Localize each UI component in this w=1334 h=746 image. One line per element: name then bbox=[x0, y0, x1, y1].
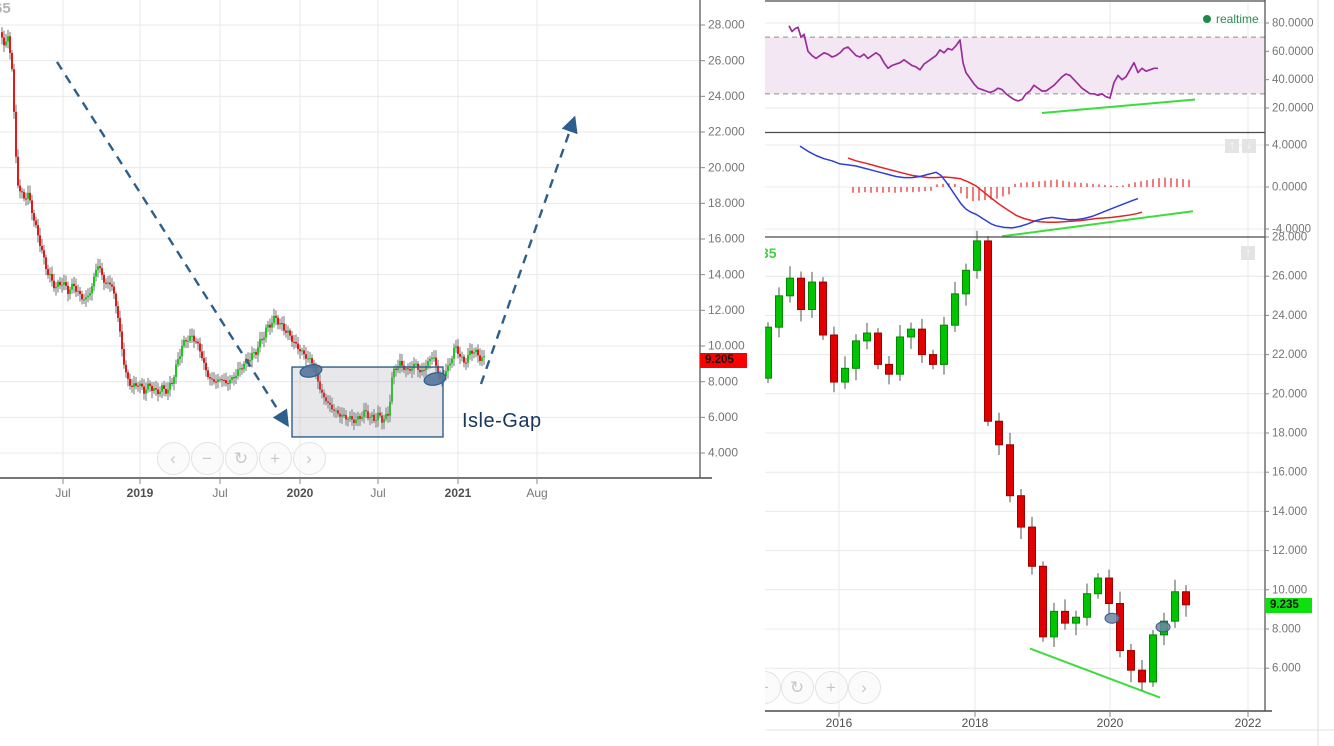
svg-text:2019: 2019 bbox=[127, 486, 154, 500]
annotations bbox=[55, 61, 578, 438]
svg-text:0.0000: 0.0000 bbox=[1272, 182, 1307, 194]
monthly-candles bbox=[765, 230, 1190, 691]
monthly-chart-panel: 80.0000 60.0000 40.0000 20.0000 4.0000 0.0000… bbox=[765, 0, 1334, 746]
move-panel-down-button[interactable]: ↓ bbox=[1242, 139, 1256, 153]
daily-candles bbox=[1, 27, 485, 431]
descending-trendline bbox=[1029, 647, 1161, 699]
macd-trendline bbox=[1001, 210, 1194, 238]
svg-text:18.000: 18.000 bbox=[708, 196, 745, 210]
svg-text:2018: 2018 bbox=[962, 716, 989, 730]
support-trendline bbox=[1041, 98, 1196, 114]
uptrend-arrow bbox=[479, 115, 578, 385]
monthly-chart-plot[interactable]: 80.0000 60.0000 40.0000 20.0000 4.0000 0.0000… bbox=[765, 0, 1334, 746]
svg-text:8.000: 8.000 bbox=[708, 374, 738, 388]
realtime-label: realtime bbox=[1216, 12, 1259, 26]
svg-text:10.000: 10.000 bbox=[708, 339, 745, 353]
x-axis-labels: Jul 2019 Jul 2020 Jul 2021 Aug bbox=[55, 478, 548, 500]
gap-marker-ellipse bbox=[1104, 612, 1120, 624]
last-price-tag: 9.205 bbox=[700, 353, 747, 368]
svg-text:2020: 2020 bbox=[287, 486, 314, 500]
daily-chart-plot[interactable]: 28.000 26.000 24.000 22.000 20.000 18.000 16.0… bbox=[0, 0, 752, 505]
realtime-badge: realtime bbox=[1203, 12, 1259, 26]
svg-text:24.000: 24.000 bbox=[1272, 310, 1307, 322]
reset-view-button[interactable]: ↻ bbox=[780, 670, 814, 704]
move-panel-up-button[interactable]: ↑ bbox=[1241, 246, 1255, 260]
zoom-in-button[interactable]: + bbox=[258, 441, 292, 475]
svg-text:14.000: 14.000 bbox=[1272, 506, 1307, 518]
svg-text:12.000: 12.000 bbox=[1272, 545, 1307, 557]
pan-left-button[interactable]: ‹ bbox=[156, 441, 190, 475]
isle-gap-annotation-label: Isle-Gap bbox=[462, 410, 542, 432]
gap-marker-ellipse bbox=[423, 372, 447, 386]
svg-text:10.000: 10.000 bbox=[1272, 584, 1307, 596]
isle-gap-box bbox=[291, 366, 444, 438]
svg-text:2022: 2022 bbox=[1235, 716, 1262, 730]
svg-text:28.000: 28.000 bbox=[708, 18, 745, 32]
oscillator-line bbox=[788, 25, 1158, 102]
macd-signal-line bbox=[847, 157, 1143, 223]
svg-text:20.000: 20.000 bbox=[708, 160, 745, 174]
svg-text:14.000: 14.000 bbox=[708, 267, 745, 281]
svg-text:16.000: 16.000 bbox=[1272, 467, 1307, 479]
svg-text:20.000: 20.000 bbox=[1272, 388, 1307, 400]
svg-text:80.0000: 80.0000 bbox=[1272, 18, 1314, 30]
axis-labels: 80.0000 60.0000 40.0000 20.0000 4.0000 0.0000… bbox=[826, 18, 1314, 731]
gridlines bbox=[0, 0, 700, 478]
downtrend-arrow bbox=[55, 61, 289, 428]
svg-text:4.000: 4.000 bbox=[708, 446, 738, 460]
svg-text:2020: 2020 bbox=[1097, 716, 1124, 730]
svg-text:18.000: 18.000 bbox=[1272, 428, 1307, 440]
y-axis-labels: 28.000 26.000 24.000 22.000 20.000 18.000 16.0… bbox=[700, 18, 745, 460]
svg-text:Aug: Aug bbox=[526, 486, 547, 500]
zoom-out-button[interactable]: − bbox=[190, 441, 224, 475]
move-panel-up-button[interactable]: ↑ bbox=[1225, 139, 1239, 153]
svg-text:22.000: 22.000 bbox=[708, 125, 745, 139]
svg-text:26.000: 26.000 bbox=[708, 53, 745, 67]
svg-text:24.000: 24.000 bbox=[708, 89, 745, 103]
pan-right-button[interactable]: › bbox=[847, 670, 881, 704]
macd-histogram bbox=[852, 177, 1190, 202]
svg-text:2016: 2016 bbox=[826, 716, 853, 730]
zoom-in-button[interactable]: + bbox=[814, 670, 848, 704]
svg-text:-4.0000: -4.0000 bbox=[1272, 224, 1311, 236]
svg-text:6.000: 6.000 bbox=[1272, 663, 1301, 675]
gap-marker-ellipse bbox=[1155, 621, 1171, 633]
svg-text:20.0000: 20.0000 bbox=[1272, 103, 1314, 115]
axes bbox=[765, 0, 1334, 746]
svg-text:28.000: 28.000 bbox=[1272, 232, 1307, 244]
oscillator-panel bbox=[765, 22, 1265, 114]
daily-chart-panel: 28.000 26.000 24.000 22.000 20.000 18.000 16.0… bbox=[0, 0, 752, 505]
svg-text:2021: 2021 bbox=[445, 486, 472, 500]
gap-marker-ellipse bbox=[299, 364, 323, 378]
svg-text:22.000: 22.000 bbox=[1272, 349, 1307, 361]
monthly-candles-panel bbox=[765, 230, 1265, 699]
macd-panel bbox=[765, 144, 1265, 238]
svg-text:16.000: 16.000 bbox=[708, 232, 745, 246]
overbought-oversold-band bbox=[765, 37, 1265, 94]
svg-text:Jul: Jul bbox=[370, 486, 385, 500]
svg-text:60.0000: 60.0000 bbox=[1272, 46, 1314, 58]
svg-text:4.0000: 4.0000 bbox=[1272, 140, 1307, 152]
svg-text:12.000: 12.000 bbox=[708, 303, 745, 317]
realtime-dot-icon bbox=[1203, 15, 1211, 23]
clipped-value-label: 35 bbox=[765, 245, 777, 261]
svg-text:6.000: 6.000 bbox=[708, 410, 738, 424]
pan-right-button[interactable]: › bbox=[292, 441, 326, 475]
svg-text:26.000: 26.000 bbox=[1272, 271, 1307, 283]
svg-text:8.000: 8.000 bbox=[1272, 624, 1301, 636]
svg-text:40.0000: 40.0000 bbox=[1272, 74, 1314, 86]
macd-line bbox=[799, 145, 1139, 229]
clipped-value-label: 65 bbox=[0, 0, 11, 17]
svg-text:Jul: Jul bbox=[55, 486, 70, 500]
reset-view-button[interactable]: ↻ bbox=[224, 441, 258, 475]
last-price-tag: 9.235 bbox=[1265, 598, 1312, 613]
svg-text:Jul: Jul bbox=[212, 486, 227, 500]
